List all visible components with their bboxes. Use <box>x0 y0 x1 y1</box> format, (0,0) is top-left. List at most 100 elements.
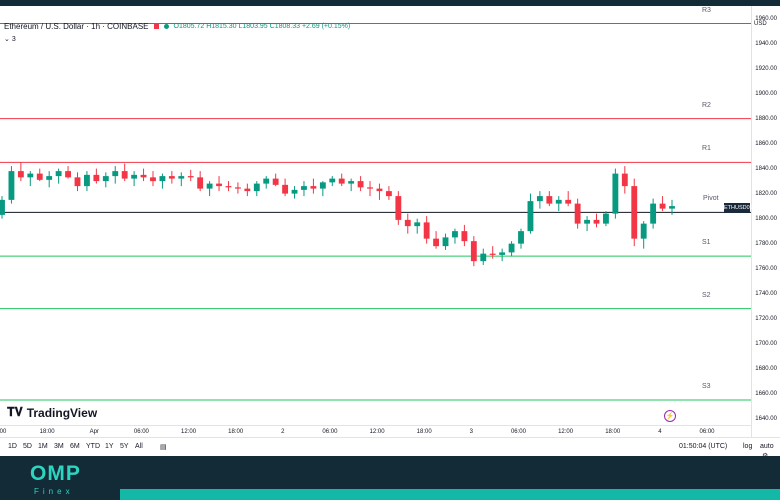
timeframe-5d[interactable]: 5D <box>23 443 32 450</box>
timeframe-1m[interactable]: 1M <box>38 443 48 450</box>
candle[interactable] <box>272 173 279 187</box>
candle[interactable] <box>423 216 430 244</box>
candle[interactable] <box>36 168 43 182</box>
level-label-r1: R1 <box>702 145 711 153</box>
candle[interactable] <box>27 171 34 187</box>
timeframe-5y[interactable]: 5Y <box>120 443 129 450</box>
candle[interactable] <box>414 218 421 234</box>
log-scale-button[interactable]: log <box>743 443 753 450</box>
candle[interactable] <box>338 173 345 187</box>
candle[interactable] <box>650 198 657 229</box>
candle[interactable] <box>150 171 156 187</box>
candle[interactable] <box>621 166 628 194</box>
candle[interactable] <box>0 196 5 219</box>
candle[interactable] <box>348 178 355 192</box>
candle[interactable] <box>480 248 487 265</box>
chevron-down-icon: ⌄ <box>4 36 10 43</box>
candle[interactable] <box>46 171 53 188</box>
tradingview-logo[interactable]: 𝐓𝐕 TradingView <box>7 405 97 420</box>
candle[interactable] <box>433 231 440 249</box>
candle[interactable] <box>131 171 138 187</box>
candle[interactable] <box>74 172 81 192</box>
candle[interactable] <box>159 173 166 189</box>
candle[interactable] <box>574 198 581 229</box>
candlestick-chart[interactable] <box>0 6 751 425</box>
candle[interactable] <box>395 191 402 225</box>
candle[interactable] <box>8 166 15 204</box>
candle[interactable] <box>329 176 336 187</box>
time-axis[interactable]: 00 18:00 Apr 06:00 12:00 18:00 2 06:00 12:00 18:0… <box>0 425 751 438</box>
candle[interactable] <box>546 191 553 207</box>
candle[interactable] <box>357 176 364 192</box>
timeframe-ytd[interactable]: YTD <box>86 443 100 450</box>
chart-area[interactable] <box>0 6 780 437</box>
candle[interactable] <box>55 168 62 184</box>
candle[interactable] <box>140 168 147 182</box>
candle[interactable] <box>640 221 647 249</box>
candle[interactable] <box>603 211 609 227</box>
candle[interactable] <box>178 172 185 187</box>
candle[interactable] <box>631 178 638 247</box>
candle[interactable] <box>112 166 119 184</box>
candle[interactable] <box>612 168 619 219</box>
lightning-icon[interactable]: ⚡ <box>664 410 676 422</box>
date-range-icon[interactable]: ▤ <box>160 444 167 451</box>
candle[interactable] <box>310 178 317 194</box>
time-tick-label: 2 <box>281 429 285 435</box>
candle[interactable] <box>499 248 506 262</box>
candle[interactable] <box>367 181 373 197</box>
price-axis[interactable]: 1960.00 1940.00 1920.00 1900.00 1880.00 1860.… <box>751 6 780 437</box>
candle[interactable] <box>565 191 572 207</box>
candle[interactable] <box>253 181 260 197</box>
candle[interactable] <box>470 236 477 267</box>
candle[interactable] <box>121 163 128 182</box>
candle[interactable] <box>234 182 241 194</box>
candle[interactable] <box>102 172 109 188</box>
candle[interactable] <box>527 193 534 234</box>
candle[interactable] <box>536 191 543 209</box>
indicators-toggle[interactable]: ⌄ 3 <box>4 35 16 43</box>
candle[interactable] <box>442 233 449 250</box>
candle[interactable] <box>282 178 289 197</box>
auto-scale-button[interactable]: auto <box>760 443 774 450</box>
timeframe-3m[interactable]: 3M <box>54 443 64 450</box>
candle[interactable] <box>301 181 307 197</box>
candle[interactable] <box>65 166 71 179</box>
candle[interactable] <box>461 224 468 247</box>
candle[interactable] <box>84 171 90 192</box>
candle[interactable] <box>197 171 204 192</box>
timeframe-all[interactable]: All <box>135 443 143 450</box>
candle[interactable] <box>216 176 222 192</box>
candle[interactable] <box>291 186 298 199</box>
candle[interactable] <box>555 196 562 212</box>
candle[interactable] <box>508 241 515 257</box>
candle[interactable] <box>659 196 666 212</box>
candle[interactable] <box>584 216 590 232</box>
timeframe-1y[interactable]: 1Y <box>105 443 114 450</box>
candle[interactable] <box>168 171 175 184</box>
candle[interactable] <box>489 246 496 259</box>
candle[interactable] <box>593 213 600 228</box>
candle[interactable] <box>244 183 251 197</box>
candle[interactable] <box>225 181 232 192</box>
candle[interactable] <box>518 228 524 249</box>
symbol-title[interactable]: Ethereum / U.S. Dollar · 1h · COINBASE <box>4 22 149 31</box>
currency-label[interactable]: USD <box>754 21 767 27</box>
symbol-header[interactable]: Ethereum / U.S. Dollar · 1h · COINBASE O… <box>4 22 350 31</box>
candle[interactable] <box>17 162 24 182</box>
candle[interactable] <box>404 213 411 234</box>
utc-clock[interactable]: 01:50:04 (UTC) <box>679 443 728 450</box>
candle[interactable] <box>187 169 194 182</box>
candle[interactable] <box>452 228 458 244</box>
timeframe-1d[interactable]: 1D <box>8 443 17 450</box>
candle-body <box>84 174 90 187</box>
omp-logo[interactable]: OMP <box>30 462 81 485</box>
candle[interactable] <box>376 183 383 200</box>
candle[interactable] <box>93 168 100 184</box>
candle[interactable] <box>385 186 392 200</box>
candle[interactable] <box>319 181 326 197</box>
candle[interactable] <box>263 176 270 189</box>
candle[interactable] <box>206 181 213 197</box>
candle[interactable] <box>669 199 675 215</box>
timeframe-6m[interactable]: 6M <box>70 443 80 450</box>
